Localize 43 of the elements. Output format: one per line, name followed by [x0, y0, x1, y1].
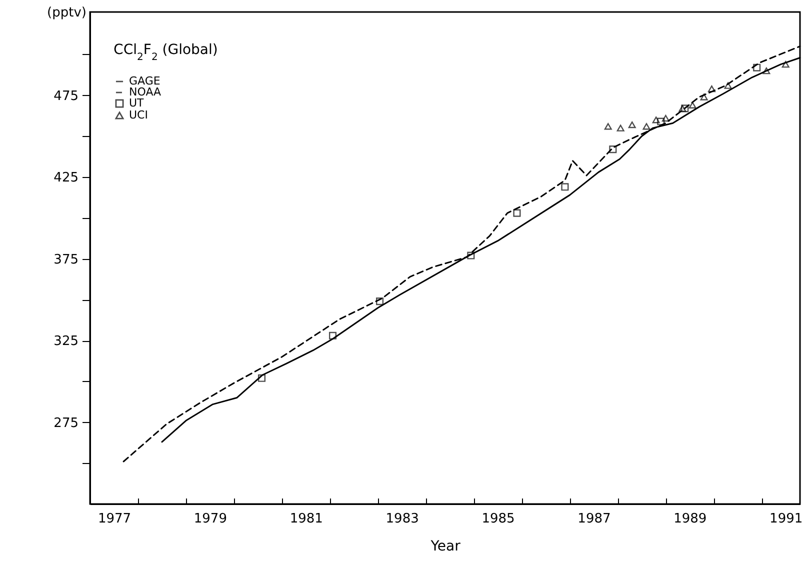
point	[678, 105, 686, 112]
x-tick-label: 1979	[194, 512, 227, 526]
y-tick-label: 325	[54, 334, 78, 350]
point	[561, 183, 569, 191]
x-tick-label: 1985	[482, 512, 515, 526]
point	[762, 68, 770, 74]
x-tick-label: 1987	[578, 512, 611, 526]
y-tick-label: 375	[54, 252, 78, 268]
point	[604, 123, 612, 130]
point	[753, 64, 761, 72]
point	[662, 114, 670, 122]
point	[657, 118, 665, 126]
point	[628, 121, 636, 128]
point	[688, 102, 696, 109]
x-tick-label: 1991	[770, 512, 802, 526]
point	[513, 209, 521, 217]
x-tick-label: 1981	[290, 512, 323, 526]
point	[609, 146, 617, 154]
point	[681, 104, 689, 112]
point	[642, 123, 650, 130]
point	[616, 124, 624, 132]
y-axis-title: (pptv)	[47, 6, 86, 20]
y-tick-label: 275	[54, 416, 78, 431]
point	[724, 82, 732, 89]
x-tick-label: 1983	[386, 512, 419, 526]
point	[700, 94, 708, 100]
point	[708, 85, 716, 92]
legend-label: UT	[129, 96, 144, 110]
text: CCl$_{2}$F$_{2}$ (Global)	[114, 42, 218, 62]
point	[782, 60, 790, 68]
point	[376, 298, 384, 306]
y-tick-label: 475	[54, 88, 78, 104]
legend-label: GAGE	[129, 74, 160, 88]
point	[258, 374, 266, 382]
x-axis-title: Year	[430, 538, 461, 554]
x-tick-label: 1977	[98, 512, 132, 526]
point	[328, 332, 337, 340]
point	[652, 116, 660, 124]
point	[467, 252, 475, 260]
y-tick-label: 425	[54, 170, 78, 186]
legend-label: UCI	[129, 108, 148, 122]
legend-label: NOAA	[129, 86, 162, 98]
x-tick-label: 1989	[674, 512, 707, 526]
